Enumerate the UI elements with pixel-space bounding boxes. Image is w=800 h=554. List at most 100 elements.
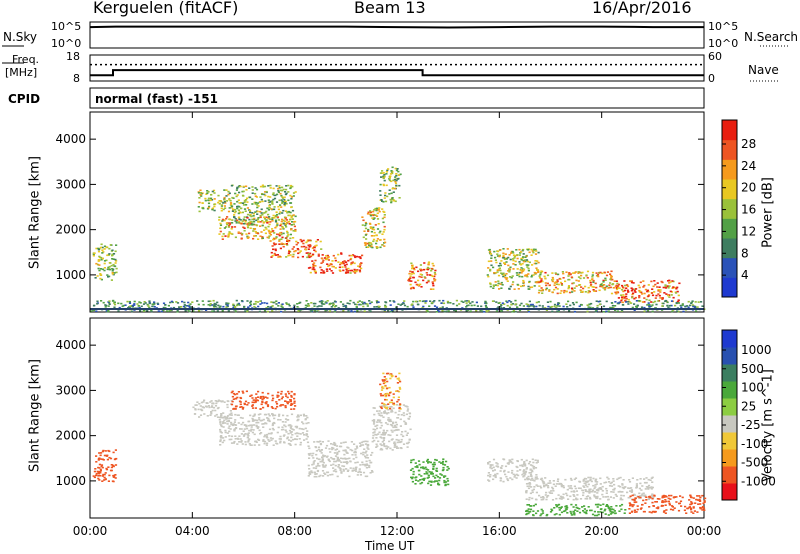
data-cell	[572, 282, 575, 284]
data-cell	[669, 281, 672, 283]
data-cell	[231, 196, 234, 199]
data-cell	[384, 395, 387, 398]
data-cell	[499, 262, 502, 265]
data-cell	[591, 274, 594, 276]
data-cell	[307, 445, 310, 447]
data-cell	[591, 490, 594, 493]
data-cell	[268, 420, 271, 423]
data-cell	[383, 380, 386, 382]
data-cell	[556, 292, 559, 295]
data-cell	[281, 236, 284, 239]
data-cell	[495, 261, 498, 264]
data-cell	[342, 470, 345, 472]
data-cell	[539, 280, 542, 283]
data-cell	[567, 300, 570, 303]
data-cell	[227, 190, 230, 193]
data-cell	[99, 277, 102, 280]
data-cell	[537, 280, 540, 283]
data-cell	[93, 309, 96, 312]
data-cell	[558, 305, 561, 307]
data-cell	[253, 303, 256, 305]
data-cell	[633, 290, 636, 292]
data-cell	[184, 309, 187, 312]
data-cell	[402, 435, 405, 438]
data-cell	[376, 212, 379, 215]
data-cell	[480, 305, 483, 308]
data-cell	[358, 270, 362, 273]
data-cell	[342, 261, 345, 264]
data-cell	[381, 200, 384, 202]
data-cell	[382, 403, 385, 405]
data-cell	[280, 223, 283, 225]
data-cell	[538, 285, 541, 287]
data-cell	[696, 306, 699, 308]
data-cell	[342, 305, 345, 308]
data-cell	[224, 429, 227, 432]
data-cell	[602, 305, 606, 308]
data-cell	[643, 292, 646, 295]
data-cell	[354, 272, 357, 274]
data-cell	[502, 458, 505, 460]
data-cell	[543, 482, 546, 484]
data-cell	[293, 402, 296, 404]
data-cell	[332, 265, 335, 268]
data-cell	[97, 250, 101, 253]
data-cell	[222, 208, 225, 211]
data-cell	[635, 300, 638, 302]
data-cell	[497, 274, 501, 277]
data-cell	[275, 213, 279, 216]
data-cell	[349, 460, 352, 462]
data-cell	[358, 442, 362, 444]
data-cell	[520, 285, 523, 288]
data-cell	[251, 212, 254, 214]
data-cell	[601, 285, 604, 288]
data-cell	[564, 280, 567, 283]
data-cell	[524, 465, 527, 467]
data-cell	[284, 202, 287, 204]
data-cell	[605, 490, 608, 492]
data-cell	[263, 302, 266, 304]
data-cell	[621, 304, 624, 306]
data-cell	[338, 460, 341, 462]
data-cell	[288, 304, 291, 307]
data-cell	[271, 254, 274, 257]
data-cell	[228, 438, 231, 441]
data-cell	[586, 270, 590, 273]
data-cell	[247, 424, 250, 427]
velocity-xtick-label: 08:00	[277, 524, 312, 538]
data-cell	[424, 277, 427, 279]
data-cell	[653, 510, 656, 513]
data-cell	[98, 457, 101, 459]
data-cell	[699, 496, 702, 499]
data-cell	[372, 434, 375, 437]
data-cell	[638, 492, 641, 495]
data-cell	[351, 262, 354, 264]
data-cell	[382, 387, 385, 390]
data-cell	[354, 303, 357, 306]
data-cell	[395, 434, 399, 436]
data-cell	[400, 414, 403, 416]
data-cell	[277, 219, 280, 221]
data-cell	[330, 443, 333, 445]
power-ytick-label: 4000	[55, 132, 86, 146]
data-cell	[703, 500, 706, 502]
data-cell	[528, 300, 531, 303]
data-cell	[605, 504, 609, 506]
data-cell	[435, 469, 438, 472]
data-cell	[414, 462, 417, 464]
data-cell	[292, 230, 295, 232]
data-cell	[533, 285, 536, 287]
data-cell	[278, 187, 281, 189]
data-cell	[139, 302, 142, 304]
data-cell	[378, 421, 381, 423]
data-cell	[664, 504, 667, 506]
data-cell	[290, 396, 293, 398]
data-cell	[253, 220, 256, 223]
data-cell	[530, 469, 534, 472]
data-cell	[668, 279, 671, 282]
data-cell	[281, 306, 284, 309]
data-cell	[255, 441, 258, 443]
data-cell	[624, 284, 627, 287]
data-cell	[605, 481, 608, 484]
data-cell	[587, 506, 590, 508]
